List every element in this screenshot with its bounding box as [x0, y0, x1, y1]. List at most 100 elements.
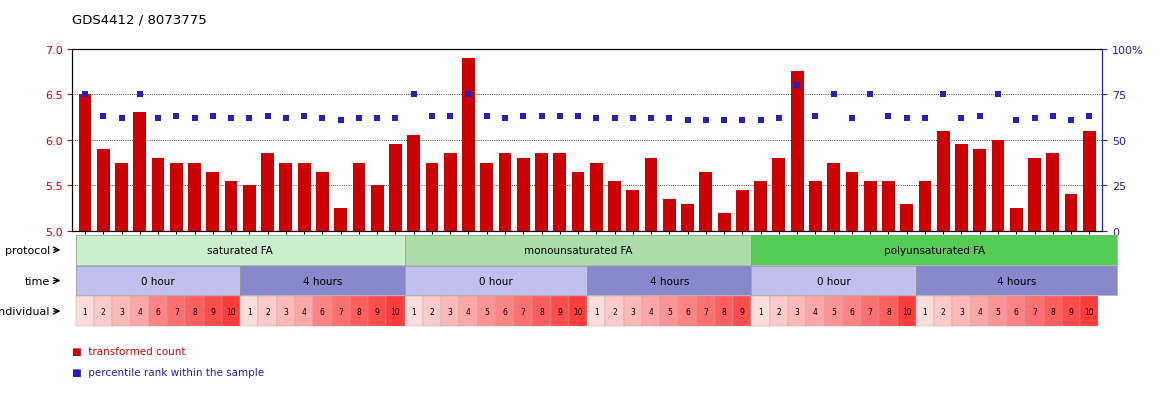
Text: 7: 7	[868, 307, 873, 316]
Point	[276, 115, 295, 122]
Point	[368, 115, 387, 122]
Text: 4: 4	[649, 307, 654, 316]
Point	[788, 83, 806, 89]
Bar	[1083, 131, 1096, 231]
Text: individual: individual	[0, 306, 50, 316]
Point	[897, 115, 916, 122]
Point	[112, 115, 130, 122]
Bar	[389, 145, 402, 231]
Point	[1061, 117, 1080, 124]
Text: 0 hour: 0 hour	[141, 276, 175, 286]
Bar	[754, 181, 767, 231]
Bar	[553, 154, 566, 231]
Point	[204, 114, 223, 120]
Text: 7: 7	[338, 307, 343, 316]
Text: ■  transformed count: ■ transformed count	[72, 346, 185, 356]
Point	[130, 92, 149, 98]
Point	[825, 92, 843, 98]
Point	[970, 114, 989, 120]
Bar	[206, 172, 219, 231]
Bar	[955, 145, 968, 231]
Point	[989, 92, 1008, 98]
Point	[770, 115, 789, 122]
Bar	[1010, 209, 1023, 231]
Point	[423, 114, 442, 120]
Text: 6: 6	[156, 307, 161, 316]
Point	[185, 115, 204, 122]
Point	[751, 117, 770, 124]
Text: 3: 3	[630, 307, 635, 316]
Point	[587, 115, 606, 122]
Bar	[425, 163, 438, 231]
Text: 8: 8	[539, 307, 544, 316]
Bar	[882, 181, 895, 231]
Text: 2: 2	[941, 307, 946, 316]
Point	[1080, 114, 1099, 120]
Bar	[809, 181, 821, 231]
Point	[1007, 117, 1025, 124]
Bar	[791, 72, 804, 231]
Text: 2: 2	[612, 307, 617, 316]
Point	[386, 115, 404, 122]
Point	[240, 115, 259, 122]
Bar	[444, 154, 457, 231]
Text: 9: 9	[375, 307, 380, 316]
Bar	[589, 163, 602, 231]
Bar	[97, 150, 110, 231]
Point	[76, 92, 94, 98]
Text: 10: 10	[756, 307, 765, 316]
Bar	[772, 159, 785, 231]
Point	[459, 92, 478, 98]
Bar	[334, 209, 347, 231]
Bar	[827, 163, 840, 231]
Bar	[973, 150, 986, 231]
Bar	[718, 213, 730, 231]
Bar	[170, 163, 183, 231]
Text: 1: 1	[594, 307, 599, 316]
Bar	[663, 199, 676, 231]
Point	[1044, 114, 1062, 120]
Point	[642, 115, 661, 122]
Text: 9: 9	[740, 307, 744, 316]
Text: 4: 4	[137, 307, 142, 316]
Point	[550, 114, 569, 120]
Bar	[499, 154, 511, 231]
Bar	[151, 159, 164, 231]
Point	[94, 114, 113, 120]
Point	[1025, 115, 1044, 122]
Text: 9: 9	[557, 307, 563, 316]
Point	[149, 115, 168, 122]
Point	[331, 117, 350, 124]
Text: 10: 10	[1085, 307, 1094, 316]
Bar	[243, 186, 256, 231]
Bar	[699, 172, 712, 231]
Bar	[608, 181, 621, 231]
Text: 7: 7	[521, 307, 525, 316]
Point	[606, 115, 624, 122]
Text: 8: 8	[356, 307, 361, 316]
Point	[350, 115, 368, 122]
Bar	[78, 95, 91, 231]
Bar	[1029, 159, 1040, 231]
Text: 4: 4	[977, 307, 982, 316]
Bar	[535, 154, 548, 231]
Text: 0 hour: 0 hour	[479, 276, 513, 286]
Text: 9: 9	[211, 307, 216, 316]
Text: 10: 10	[902, 307, 911, 316]
Text: 3: 3	[959, 307, 963, 316]
Bar	[1065, 195, 1078, 231]
Text: 6: 6	[502, 307, 508, 316]
Bar	[644, 159, 657, 231]
Text: 2: 2	[101, 307, 106, 316]
Bar	[682, 204, 694, 231]
Point	[623, 115, 642, 122]
Bar	[846, 172, 859, 231]
Text: time: time	[24, 276, 50, 286]
Point	[733, 117, 751, 124]
Text: 5: 5	[832, 307, 836, 316]
Bar	[918, 181, 931, 231]
Text: 9: 9	[1068, 307, 1073, 316]
Bar	[991, 140, 1004, 231]
Point	[861, 92, 880, 98]
Point	[495, 115, 514, 122]
